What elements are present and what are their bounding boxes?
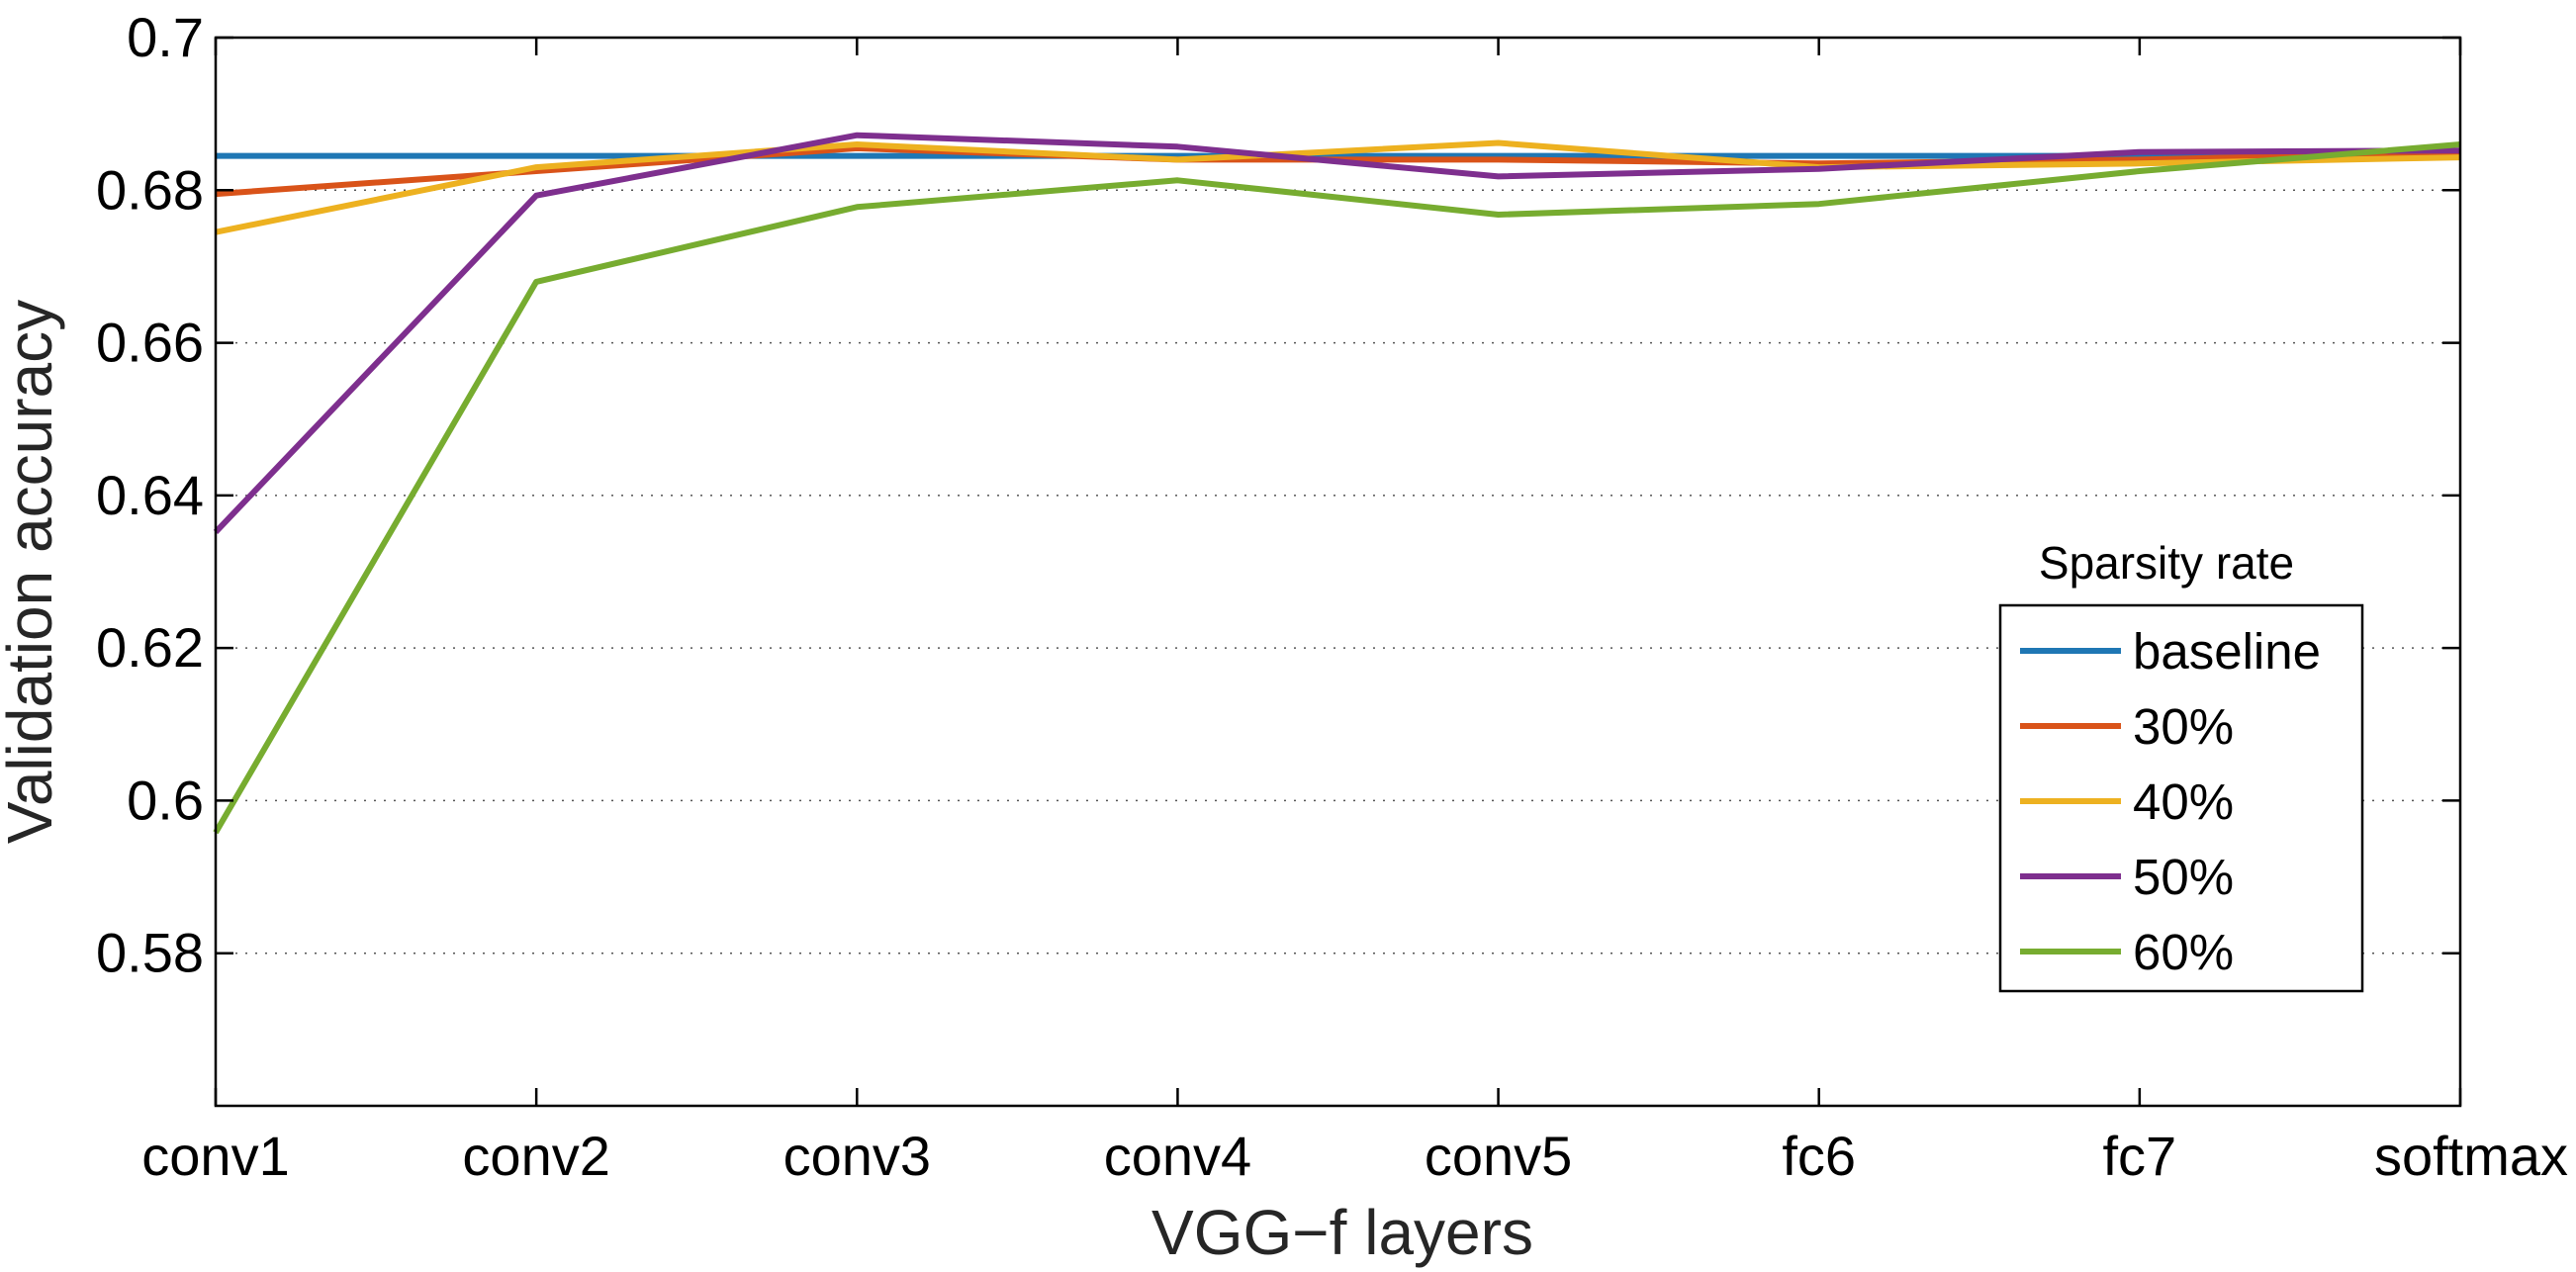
series-line-40pct <box>215 139 2461 235</box>
legend: baseline 30% 40% 50% 60% <box>1998 603 2364 993</box>
x-tick-label-softmax: softmax <box>2374 1125 2568 1187</box>
legend-label-50pct: 50% <box>2133 849 2234 905</box>
x-tick-label-conv5: conv5 <box>1425 1125 1572 1187</box>
y-axis-title: Validation accuracy <box>0 300 65 844</box>
legend-items: baseline 30% 40% 50% 60% <box>2020 623 2321 980</box>
legend-label-30pct: 30% <box>2133 698 2234 755</box>
x-tick-label-fc7: fc7 <box>2103 1125 2177 1187</box>
x-tick-label-fc6: fc6 <box>1782 1125 1856 1187</box>
ticks <box>214 36 2462 1106</box>
legend-title: Sparsity rate <box>2039 537 2294 589</box>
legend-label-60pct: 60% <box>2133 924 2234 980</box>
series-line-60pct <box>213 141 2461 835</box>
series-lines <box>213 132 2461 835</box>
legend-label-40pct: 40% <box>2133 773 2234 830</box>
legend-label-baseline: baseline <box>2133 623 2321 680</box>
axes-frame <box>214 36 2462 1108</box>
y-tick-label: 0.7 <box>127 6 204 68</box>
y-tick-label: 0.6 <box>127 769 204 831</box>
x-tick-label-conv2: conv2 <box>462 1125 609 1187</box>
y-tick-labels: 0.58 0.6 0.62 0.64 0.66 0.68 0.7 <box>96 6 204 984</box>
x-tick-label-conv1: conv1 <box>141 1125 289 1187</box>
x-tick-labels: conv1 conv2 conv3 conv4 conv5 fc6 fc7 softmax <box>141 1125 2568 1187</box>
x-axis-title: VGG−f layers <box>1151 1197 1533 1268</box>
x-tick-label-conv3: conv3 <box>783 1125 931 1187</box>
series-line-50pct <box>213 132 2461 534</box>
y-tick-label: 0.64 <box>96 464 204 526</box>
y-tick-label: 0.66 <box>96 312 204 374</box>
x-tick-label-conv4: conv4 <box>1104 1125 1251 1187</box>
y-tick-label: 0.58 <box>96 922 204 984</box>
y-tick-label: 0.62 <box>96 616 204 679</box>
y-tick-label: 0.68 <box>96 158 204 221</box>
